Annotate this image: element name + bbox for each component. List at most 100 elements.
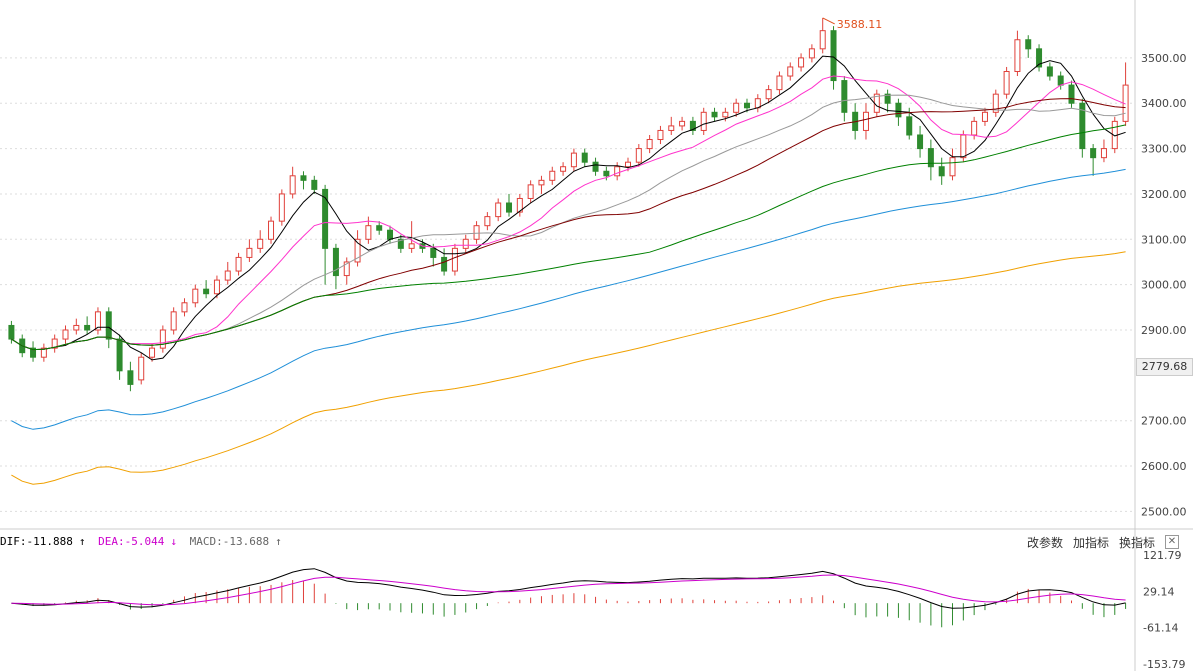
candle-body [776,75,783,91]
price-tick-label: 2900.00 [1141,324,1187,337]
indicator-buttons: 改参数 加指标 换指标 ✕ [1027,532,1193,552]
candle-body [722,111,729,118]
candle-body [1046,66,1053,77]
candle-body [927,148,934,168]
ma-line [11,75,1126,351]
candle-body [289,175,296,195]
candle-body [830,30,837,82]
candle-body [94,311,101,331]
candle-body [971,120,978,136]
candle-body [787,66,794,77]
candle-body [603,170,610,177]
add-indicator-button[interactable]: 加指标 [1072,535,1109,550]
candle-body [84,324,91,331]
candle-body [689,120,696,131]
candle-body [917,134,924,150]
candle-body [354,238,361,263]
candle-body [862,111,869,131]
candle-body [1079,102,1086,150]
candle-body [8,324,15,340]
candle-body [300,175,307,181]
macd-tick-label: -153.79 [1143,658,1185,671]
candle-body [733,102,740,113]
candle-body [700,111,707,131]
candle-body [1036,48,1043,68]
dea-line [11,574,1126,606]
price-tick-label: 3000.00 [1141,279,1187,292]
candle-body [1100,148,1107,159]
candle-body [257,238,264,249]
candle-body [484,216,491,227]
candle-body [495,202,502,218]
candle-body [365,225,372,240]
candle-body [51,338,58,349]
candle-body [538,179,545,186]
candle-body [213,279,220,295]
candle-body [527,184,534,199]
candle-body [1068,84,1075,104]
candle-body [116,338,123,372]
candle-body [581,152,588,163]
candle-body [322,188,329,249]
candle-body [278,193,285,222]
candle-body [1003,70,1010,95]
candle-body [332,247,339,277]
candle-body [992,93,999,113]
ma-line [11,251,1126,485]
candle-body [105,311,112,340]
price-tick-label: 2600.00 [1141,460,1187,473]
candle-body [192,288,199,304]
candle-body [819,30,826,50]
candle-body [798,57,805,68]
edit-params-button[interactable]: 改参数 [1026,535,1063,550]
candle-body [408,243,415,249]
candle-body [884,93,891,104]
candle-body [73,324,80,331]
macd-legend: DIF:-11.888 ↑ DEA:-5.044 ↓ MACD:-13.688 ↑ [0,532,1193,552]
candle-body [127,370,134,385]
candle-body [149,347,156,358]
price-tick-label: 3200.00 [1141,188,1187,201]
price-tick-label: 2700.00 [1141,415,1187,428]
candle-body [159,329,166,349]
current-price-label: 2779.68 [1136,358,1193,376]
candle-body [430,247,437,258]
macd-tick-label: -61.14 [1143,621,1178,634]
switch-indicator-button[interactable]: 换指标 [1118,535,1155,550]
ma-line [11,94,1126,351]
candle-body [1090,148,1097,159]
high-marker-label: 3588.11 [837,18,883,31]
ma-line [11,168,1126,430]
candle-body [224,270,231,281]
price-tick-label: 3100.00 [1141,233,1187,246]
candle-body [1025,39,1032,50]
candle-body [592,161,599,172]
dif-line [11,568,1126,609]
candle-body [235,256,242,272]
candle-body [906,116,913,136]
candle-body [679,120,686,127]
macd-tick-label: 121.79 [1143,549,1182,562]
candle-body [549,170,556,181]
candle-body [646,139,653,150]
close-icon[interactable]: ✕ [1165,535,1179,549]
candle-body [808,48,815,59]
price-tick-label: 3500.00 [1141,52,1187,65]
candle-body [711,111,718,118]
candle-body [441,256,448,272]
candle-body [246,247,253,258]
candle-body [62,329,69,340]
ma-line [11,124,1126,351]
candle-body [138,356,145,381]
candle-body [560,166,567,172]
candle-body [473,225,480,240]
candle-body [170,311,177,331]
candle-body [311,179,318,190]
high-marker-line [822,17,835,25]
candle-body [268,220,275,240]
candle-body [949,157,956,177]
candle-body [343,261,350,277]
price-tick-label: 3400.00 [1141,97,1187,110]
macd-tick-label: 29.14 [1143,586,1175,599]
candle-body [451,247,458,272]
